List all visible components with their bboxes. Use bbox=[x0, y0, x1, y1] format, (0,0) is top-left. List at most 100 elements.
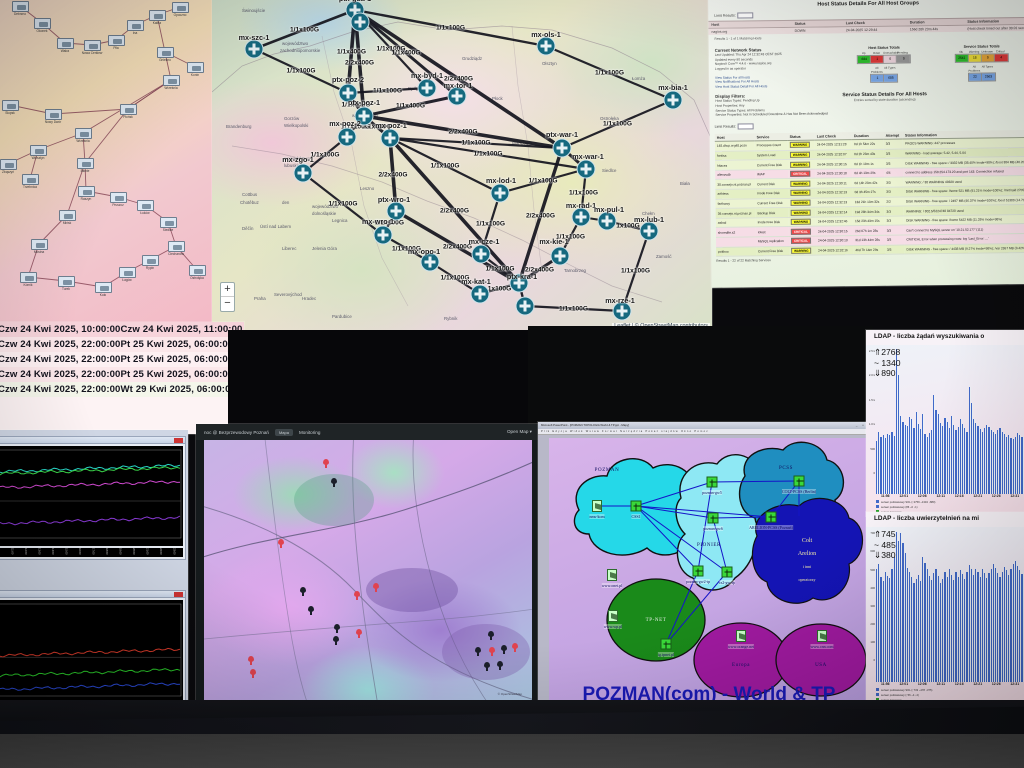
totals-cell[interactable]: 0 bbox=[981, 54, 995, 62]
map-pin-marker[interactable] bbox=[354, 591, 360, 600]
regional-node[interactable] bbox=[160, 217, 177, 228]
router-node-slide[interactable] bbox=[793, 475, 805, 487]
router-node-slide[interactable] bbox=[721, 566, 733, 578]
map-pin-marker[interactable] bbox=[300, 587, 306, 596]
router-node-slide[interactable] bbox=[692, 565, 704, 577]
city-map-canvas[interactable]: © OpenStreetMap bbox=[204, 440, 532, 726]
totals-cell[interactable]: 2563 bbox=[981, 73, 996, 81]
panel-poland-topology[interactable]: Świnoujście województwo zachodniopomorskie… bbox=[212, 0, 712, 330]
nagios-nav-links[interactable]: View Status For all hosts View Notificati… bbox=[715, 74, 828, 89]
map-pin-marker[interactable] bbox=[489, 647, 495, 656]
totals-cell[interactable]: 1 bbox=[871, 55, 885, 63]
router-node[interactable] bbox=[380, 128, 400, 148]
map-pin-marker[interactable] bbox=[512, 643, 518, 652]
graph-titlebar-1[interactable] bbox=[0, 437, 185, 444]
regional-node[interactable] bbox=[78, 186, 95, 197]
regional-node[interactable] bbox=[2, 100, 19, 111]
panel-ldap-auth[interactable]: LDAP - liczba uwierzytelnień na mi ⇑745 ~… bbox=[866, 512, 1024, 704]
host-node[interactable] bbox=[736, 630, 746, 642]
line-graph-window-2[interactable]: 10:0011:0012:0013:0014:0015:0016:0017:00… bbox=[0, 590, 186, 718]
router-node[interactable] bbox=[552, 138, 572, 158]
panel-nagios[interactable]: Host Status Details For All Host Groups … bbox=[708, 0, 1024, 288]
router-node[interactable] bbox=[597, 211, 617, 231]
totals-cell[interactable]: 2541 bbox=[955, 54, 969, 62]
router-node[interactable] bbox=[337, 127, 357, 147]
router-node[interactable] bbox=[420, 252, 440, 272]
regional-node[interactable] bbox=[30, 145, 47, 156]
regional-node[interactable] bbox=[137, 200, 154, 211]
regional-node[interactable] bbox=[0, 159, 17, 170]
close-icon-2[interactable] bbox=[174, 592, 183, 597]
totals-cell[interactable]: 4 bbox=[994, 54, 1008, 62]
map-pin-marker[interactable] bbox=[323, 459, 329, 468]
map-pin-marker[interactable] bbox=[248, 656, 254, 665]
map-zoom-controls[interactable]: + − bbox=[220, 282, 235, 312]
router-node-slide[interactable] bbox=[707, 512, 719, 524]
regional-node[interactable] bbox=[20, 272, 37, 283]
map-pin-marker[interactable] bbox=[488, 631, 494, 640]
router-node[interactable] bbox=[470, 284, 490, 304]
router-node-slide[interactable] bbox=[660, 638, 672, 650]
map-pin-marker[interactable] bbox=[250, 669, 256, 678]
city-map-toolbar[interactable]: noc @ Bezprzewodowy Poznań Mapa Monitori… bbox=[196, 424, 540, 440]
regional-node[interactable] bbox=[31, 239, 48, 250]
regional-node[interactable] bbox=[172, 2, 189, 13]
router-node[interactable] bbox=[471, 244, 491, 264]
regional-node[interactable] bbox=[189, 265, 206, 276]
map-pin-marker[interactable] bbox=[356, 629, 362, 638]
powerpoint-titlebar[interactable]: Microsoft PowerPoint - [POZMAN TOPOLOGIA… bbox=[538, 422, 876, 429]
router-node-slide[interactable] bbox=[765, 511, 777, 523]
regional-node[interactable] bbox=[84, 40, 101, 51]
regional-node[interactable] bbox=[110, 192, 127, 203]
line-graph-window-1[interactable]: 10:0011:0012:0013:0014:0015:0016:0017:00… bbox=[0, 436, 186, 560]
map-pin-marker[interactable] bbox=[484, 662, 490, 671]
regional-node[interactable] bbox=[95, 282, 112, 293]
totals-cell[interactable]: 22 bbox=[968, 73, 983, 81]
limit-select-2[interactable] bbox=[737, 123, 754, 130]
router-node[interactable] bbox=[244, 39, 264, 59]
router-node[interactable] bbox=[417, 78, 437, 98]
regional-node[interactable] bbox=[57, 38, 74, 49]
regional-node[interactable] bbox=[168, 241, 185, 252]
totals-cell[interactable]: 1 bbox=[871, 74, 885, 82]
regional-node[interactable] bbox=[75, 128, 92, 139]
router-node[interactable] bbox=[571, 207, 591, 227]
regional-node[interactable] bbox=[12, 1, 29, 12]
powerpoint-menubar[interactable]: Plik Edycja Widok Wstaw Format Narzędzia… bbox=[538, 429, 876, 435]
regional-node[interactable] bbox=[163, 75, 180, 86]
regional-node[interactable] bbox=[77, 158, 94, 169]
regional-node[interactable] bbox=[157, 47, 174, 58]
totals-cell[interactable]: 685 bbox=[884, 74, 898, 82]
panel-pozman-slide[interactable]: Microsoft PowerPoint - [POZMAN TOPOLOGIA… bbox=[538, 422, 876, 724]
nagios-limit-results-2[interactable]: Limit Results: bbox=[715, 120, 1024, 130]
router-node[interactable] bbox=[612, 301, 632, 321]
host-col-header[interactable]: Host bbox=[711, 22, 720, 27]
regional-node[interactable] bbox=[34, 18, 51, 29]
totals-cell[interactable]: 18 bbox=[968, 54, 982, 62]
host-col-header[interactable]: Status bbox=[794, 21, 806, 26]
limit-select[interactable] bbox=[736, 12, 753, 19]
host-node[interactable] bbox=[607, 569, 617, 581]
regional-node[interactable] bbox=[58, 276, 75, 287]
router-node[interactable] bbox=[490, 183, 510, 203]
close-icon[interactable] bbox=[174, 438, 183, 443]
map-pin-marker[interactable] bbox=[278, 539, 284, 548]
window-controls[interactable]: _ □ ✕ bbox=[855, 423, 873, 427]
graph-titlebar-2[interactable] bbox=[0, 591, 185, 598]
router-node[interactable] bbox=[338, 83, 358, 103]
router-node-slide[interactable] bbox=[706, 476, 718, 488]
router-node[interactable] bbox=[536, 36, 556, 56]
router-node[interactable] bbox=[576, 159, 596, 179]
router-node[interactable] bbox=[293, 163, 313, 183]
router-node[interactable] bbox=[350, 12, 370, 32]
regional-node[interactable] bbox=[45, 109, 62, 120]
router-node[interactable] bbox=[663, 90, 683, 110]
tab-map[interactable]: Mapa bbox=[274, 428, 293, 436]
zoom-in-button[interactable]: + bbox=[221, 283, 234, 297]
host-col-header[interactable]: Last Check bbox=[845, 20, 865, 26]
panel-schedule[interactable]: Czw 24 Kwi 2025, 10:00:00 Czw 24 Kwi 2025… bbox=[0, 322, 244, 434]
totals-cell[interactable]: 0 bbox=[897, 55, 911, 63]
map-pin-marker[interactable] bbox=[308, 606, 314, 615]
router-node[interactable] bbox=[447, 86, 467, 106]
router-node[interactable] bbox=[550, 246, 570, 266]
